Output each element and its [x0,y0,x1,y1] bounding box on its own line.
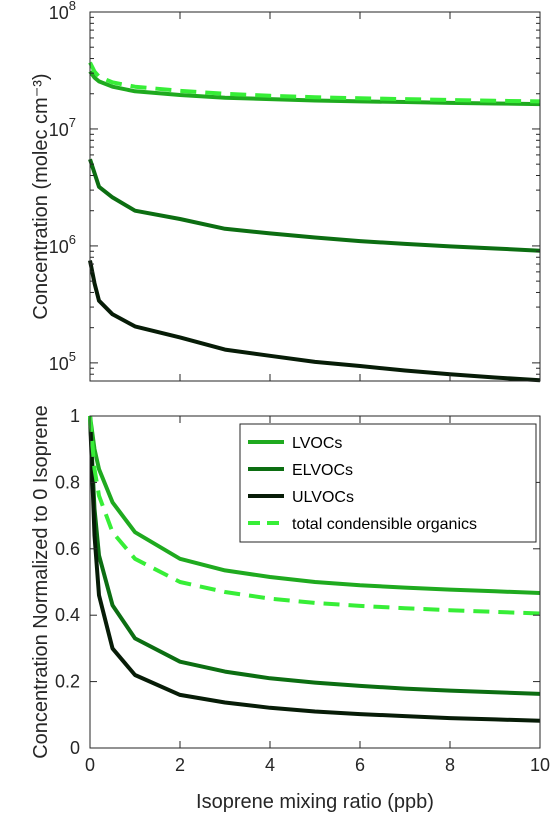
bottom-series-line-elvocs [88,415,541,696]
bottom-series-line-total-condensible-organics [88,415,541,616]
legend-label: LVOCs [292,435,342,452]
bottom-y-tick-label: 1 [70,406,80,426]
top-y-tick-label: 106 [49,232,76,257]
top-axes-box [89,11,541,382]
bottom-x-tick-label: 6 [355,755,365,775]
bottom-x-tick-label: 2 [175,755,185,775]
top-y-tick-label: 107 [49,115,76,140]
top-y-tick-label: 108 [49,0,76,23]
bottom-y-tick-label: 0.2 [55,672,80,692]
bottom-series-line-lvocs [88,415,541,595]
bottom-x-tick-label: 10 [530,755,550,775]
bottom-x-tick-label: 0 [85,755,95,775]
top-panel: 105 106 107 108 Concentration (molec cm⁻³) [30,0,541,383]
bottom-y-tick-label: 0.6 [55,539,80,559]
bottom-series-line-ulvocs [88,415,541,723]
top-series-line-elvocs [88,158,541,253]
legend-label: ELVOCs [292,462,353,479]
bottom-x-axis-label: Isoprene mixing ratio (ppb) [196,791,434,813]
legend-label: total condensible organics [292,516,477,533]
top-series-line-ulvocs [88,260,541,383]
top-series-line-lvocs [88,70,541,107]
legend-label: ULVOCs [292,489,354,506]
bottom-x-tick-label: 8 [445,755,455,775]
top-y-tick-label: 105 [49,349,76,374]
bottom-y-tick-label: 0.8 [55,472,80,492]
bottom-axes-box [89,415,541,749]
top-series-line-total-condensible-organics [88,61,541,104]
bottom-y-tick-label: 0.4 [55,605,80,625]
legend-box [239,423,537,543]
top-y-axis-label: Concentration (molec cm⁻³) [30,73,52,319]
bottom-y-tick-label: 0 [70,738,80,758]
legend: LVOCs ELVOCs ULVOCs total condensible organ… [239,423,537,543]
bottom-y-axis-label: Concentration Normalized to 0 Isoprene [30,405,52,759]
bottom-x-tick-label: 4 [265,755,275,775]
